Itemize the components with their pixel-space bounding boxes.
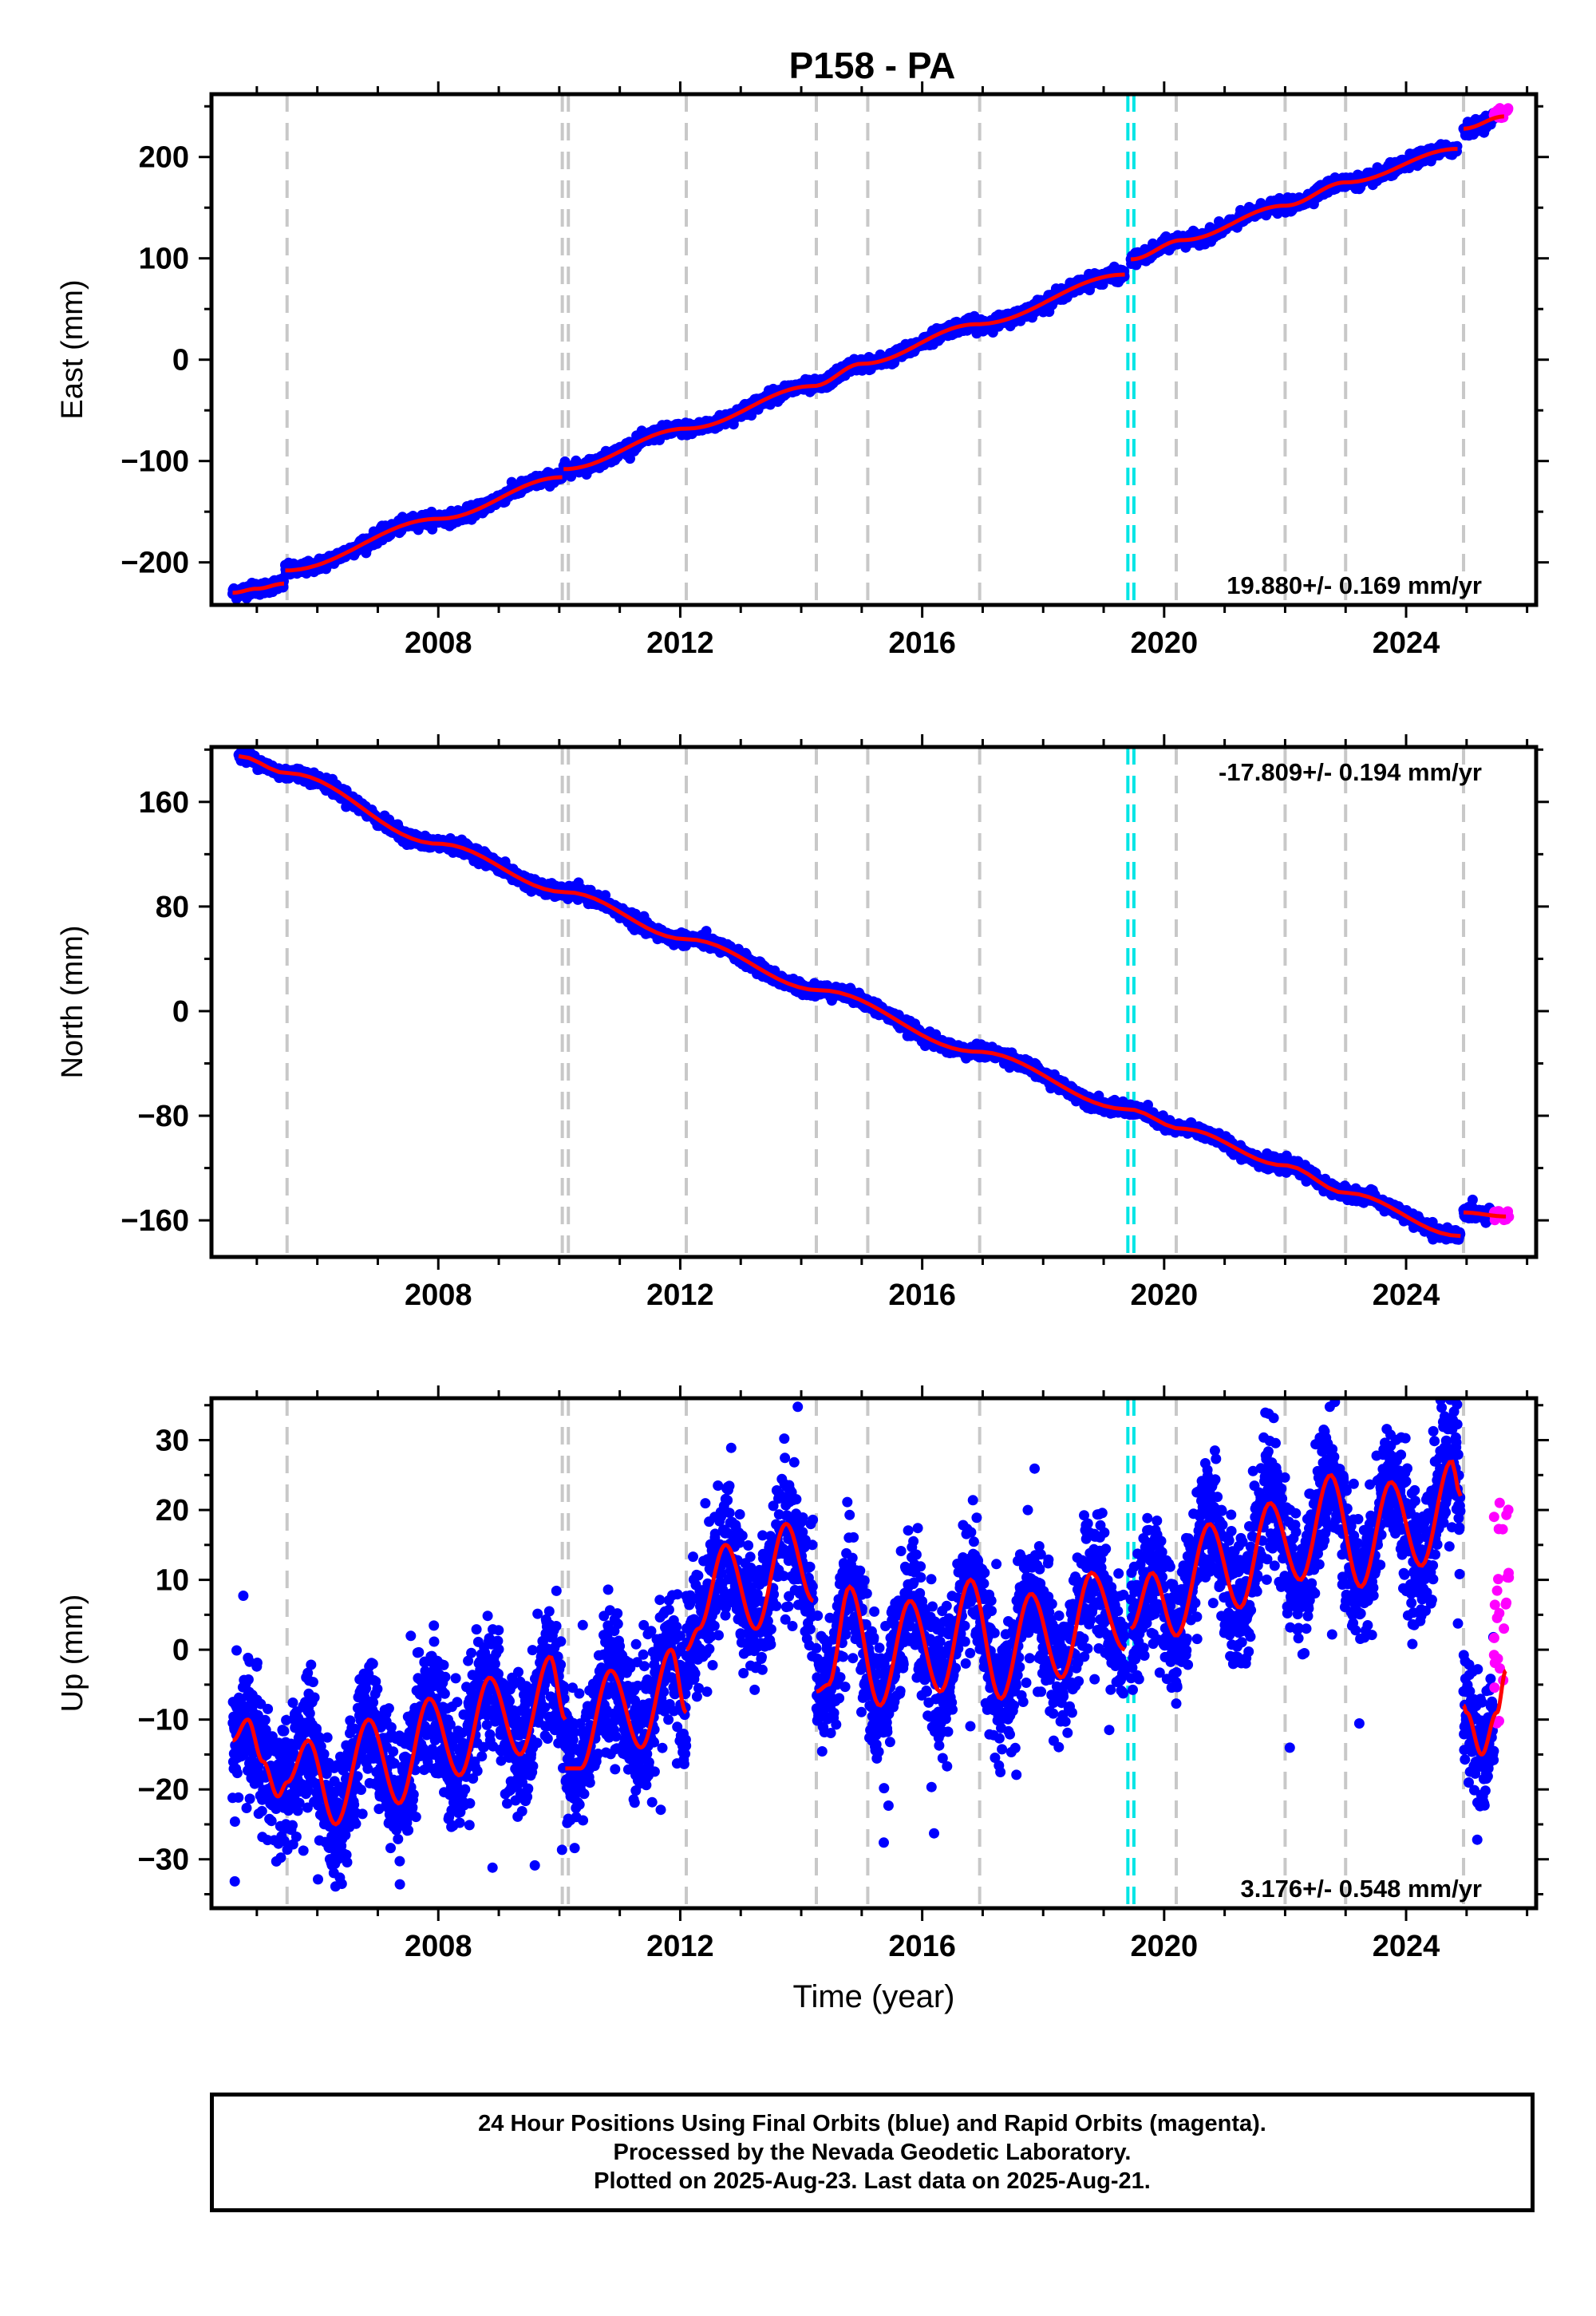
x-tick-label: 2020 [1131,626,1199,660]
x-tick-label: 2016 [888,626,956,660]
y-tick-label: 200 [139,141,189,175]
plot-area [233,747,1515,1257]
model-fit-line [1464,114,1504,131]
plot-area [227,94,1514,605]
final-orbit-point [701,926,712,937]
model-fit-line [285,475,563,573]
x-tick-label: 2024 [1373,626,1440,660]
chart-title: P158 - PA [789,45,956,86]
x-tick-label: 2008 [405,626,472,660]
model-fit-line [1130,147,1458,262]
final-orbit-points [227,108,1499,604]
y-tick-label: 0 [172,344,189,377]
model-fit-line [563,272,1125,472]
final-orbit-point [746,410,757,421]
y-axis-title: East (mm) [56,279,89,419]
panel-1: 2008 2012 2016 2020 2024 −200 −100 0 100 200 East … [56,81,1549,660]
y-tick-label: −100 [120,445,189,479]
x-tick-label: 2012 [646,626,714,660]
model-fit-line [232,581,284,595]
y-tick-label: −200 [120,547,189,580]
velocity-rate-label: 19.880+/- 0.169 mm/yr [1227,571,1482,599]
y-tick-label: 100 [139,243,189,276]
panel-frame [209,92,1539,607]
final-orbit-point [600,890,611,901]
